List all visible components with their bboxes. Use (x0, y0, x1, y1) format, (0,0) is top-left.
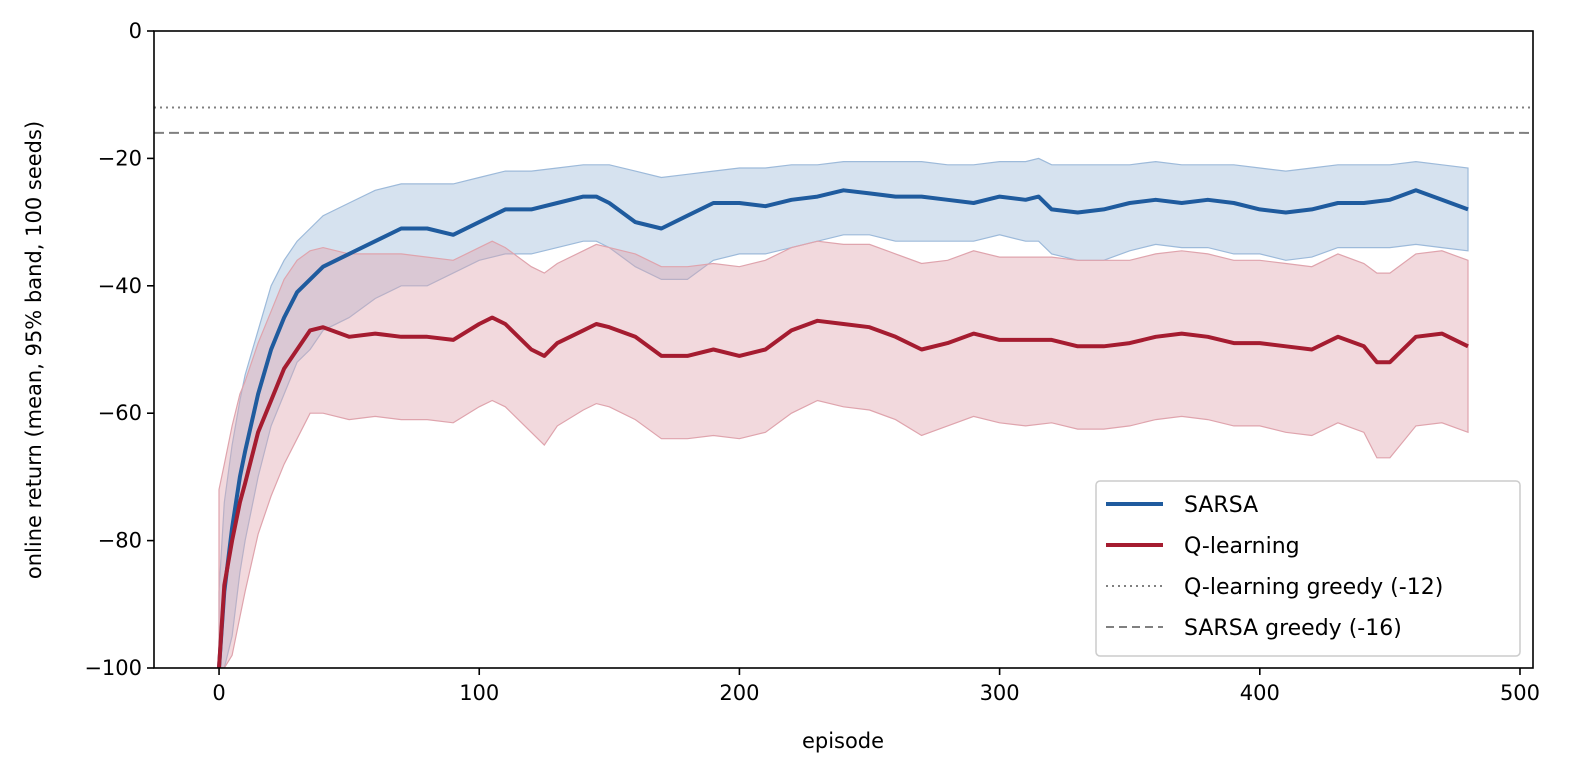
y-tick-label: −100 (84, 656, 142, 680)
y-tick-label: −40 (98, 274, 142, 298)
line-q-learning (217, 315, 1469, 668)
axes: 0 100 200 300 400 500 −100 −80 −60 −40 −20 0 (84, 19, 1540, 705)
legend-box (1095, 480, 1521, 657)
y-tick-label: −20 (98, 146, 142, 170)
line-sarsa (217, 188, 1469, 668)
legend: SARSA Q-learning Q-learning greedy (-12) SA… (1095, 480, 1521, 657)
x-tick-label: 400 (1240, 681, 1280, 705)
x-tick-label: 300 (980, 681, 1020, 705)
x-tick-label: 500 (1500, 681, 1540, 705)
data-region (154, 106, 1533, 668)
plot-frame (153, 30, 1534, 669)
band-sarsa (218, 157, 1469, 668)
x-axis-label: episode (802, 729, 884, 753)
y-tick-label: −60 (98, 401, 142, 425)
x-tick-label: 200 (719, 681, 759, 705)
y-tick-label: −80 (98, 529, 142, 553)
legend-label: Q-learning (1184, 534, 1300, 559)
y-axis-label: online return (mean, 95% band, 100 seeds… (22, 121, 46, 579)
x-tick-label: 100 (459, 681, 499, 705)
legend-label: Q-learning greedy (-12) (1184, 575, 1443, 600)
plot-area (154, 106, 1533, 668)
legend-label: SARSA (1184, 493, 1258, 518)
legend-label: SARSA greedy (-16) (1184, 616, 1402, 641)
y-tick-label: 0 (129, 19, 142, 43)
x-tick-label: 0 (212, 681, 225, 705)
